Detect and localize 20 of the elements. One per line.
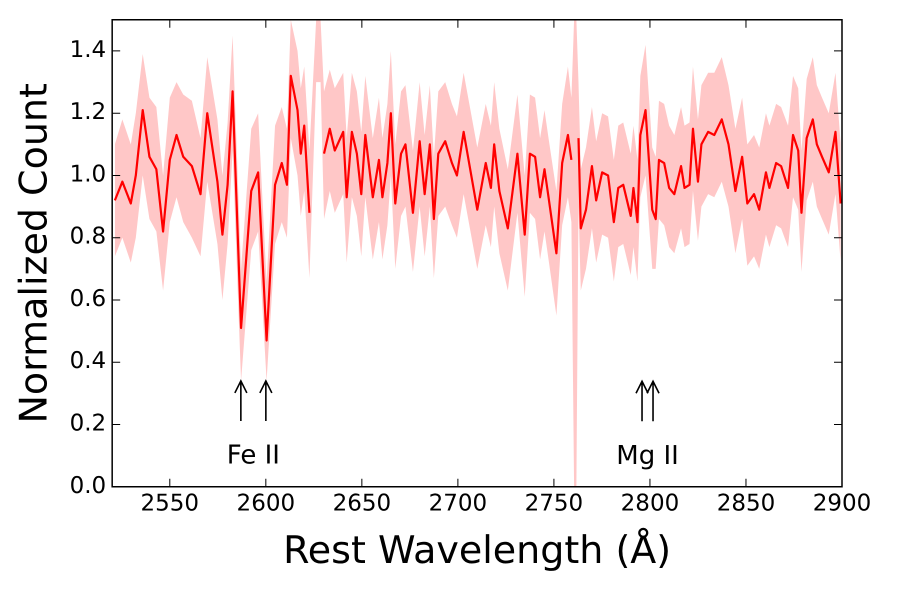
x-tick-label: 2850 xyxy=(716,490,776,517)
x-tick-label: 2550 xyxy=(140,490,200,517)
x-tick-label: 2900 xyxy=(812,490,872,517)
y-tick-label: 0.2 xyxy=(70,410,106,436)
y-tick-label: 0.6 xyxy=(70,286,106,312)
x-tick-label: 2650 xyxy=(332,490,392,517)
y-tick-label: 0.4 xyxy=(70,348,106,374)
y-tick-label: 1.0 xyxy=(70,161,106,188)
x-tick-label: 2750 xyxy=(524,490,584,517)
y-axis-title: Normalized Count xyxy=(12,83,56,424)
annotation: Mg II xyxy=(616,441,679,472)
x-tick-label: 2600 xyxy=(236,490,296,517)
x-tick-label: 2700 xyxy=(428,490,488,517)
y-tick-label: 0.8 xyxy=(70,224,106,250)
x-tick-label: 2800 xyxy=(620,490,680,517)
y-tick-label: 1.2 xyxy=(70,99,106,126)
y-tick-label: 1.4 xyxy=(70,36,106,63)
annotation: Fe II xyxy=(226,440,280,471)
x-axis-title: Rest Wavelength (Å) xyxy=(283,527,672,572)
y-tick-label: 0.0 xyxy=(70,472,106,499)
